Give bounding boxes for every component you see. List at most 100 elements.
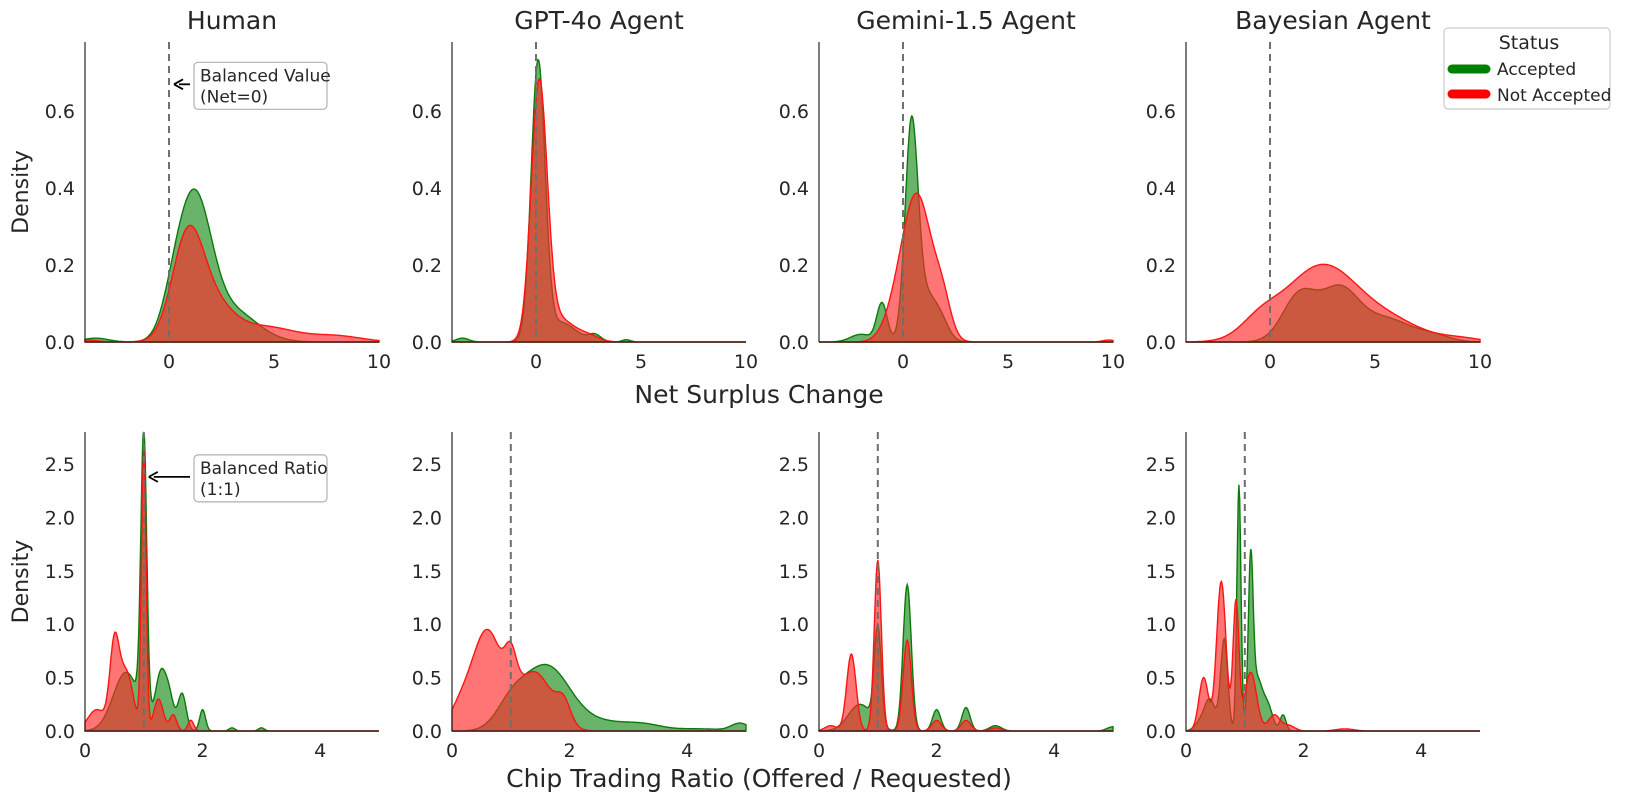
y-tick-label: 2.0 [779,507,809,529]
x-tick-label: 0 [897,351,909,373]
density-not-accepted-1 [452,77,746,343]
density-accepted-1 [451,58,746,343]
panel-6: 0.0 0.5 1.0 1.5 2.0 2.5 0 2 4 [779,432,1114,762]
x-tick-label: 10 [734,351,758,373]
x-tick-label: 0 [79,740,91,762]
y-axis-title: Density [9,540,34,624]
annotation-line2: (1:1) [200,480,241,500]
x-tick-label: 2 [931,740,943,762]
annotation-box [193,61,328,110]
y-axis-title: Density [9,150,34,234]
x-tick-label: 4 [681,740,693,762]
annotation-line1: Balanced Value [200,66,331,86]
x-tick-label: 0 [1180,740,1192,762]
density-accepted-6 [818,582,1114,732]
x-tick-label: 2 [197,740,209,762]
y-tick-label: 1.0 [45,614,75,636]
density-not-accepted-0 [84,224,380,343]
y-tick-label: 0.4 [412,178,442,200]
density-not-accepted-5 [451,628,746,732]
y-tick-label: 1.0 [412,614,442,636]
annotation-box [193,454,328,503]
x-tick-label: 0 [446,740,458,762]
panel-4: 0.0 0.5 1.0 1.5 2.0 2.5 0 2 4 Density Balanced Rat… [9,431,379,762]
y-tick-label: 1.5 [1146,561,1176,583]
density-not-accepted-2 [819,192,1114,343]
y-tick-label: 2.5 [45,454,75,476]
x-tick-label: 0 [163,351,175,373]
x-tick-label: 10 [1101,351,1125,373]
y-tick-label: 1.5 [412,561,442,583]
panel-title: Human [187,6,277,35]
density-not-accepted-7 [1185,579,1480,732]
y-tick-label: 0.0 [45,332,75,354]
x-tick-label: 5 [268,351,280,373]
y-tick-label: 0.2 [45,255,75,277]
x-tick-label: 10 [367,351,391,373]
legend-frame [1443,27,1611,110]
panel-title: GPT-4o Agent [514,6,684,35]
y-tick-label: 1.5 [45,561,75,583]
y-tick-label: 0.4 [45,178,75,200]
panel-3: 0.0 0.2 0.4 0.6 0 5 10 Bayesian Agent [1146,6,1492,373]
panel-0: 0.0 0.2 0.4 0.6 0 5 10 Human Density Balanced Val… [9,6,391,373]
x-tick-label: 0 [813,740,825,762]
y-tick-label: 0.0 [779,721,809,743]
x-tick-label: 5 [635,351,647,373]
x-tick-label: 0 [1264,351,1276,373]
annotation-arrowhead [148,471,159,483]
y-tick-label: 0.6 [779,101,809,123]
annotation-line2: (Net=0) [200,87,268,107]
x-tick-label: 4 [1415,740,1427,762]
y-tick-label: 0.2 [1146,255,1176,277]
y-tick-label: 0.4 [1146,178,1176,200]
x-tick-label: 2 [564,740,576,762]
y-tick-label: 2.5 [1146,454,1176,476]
y-tick-label: 0.5 [412,668,442,690]
legend-title: Status [1499,32,1560,54]
y-tick-label: 1.0 [1146,614,1176,636]
x-tick-label: 4 [314,740,326,762]
panel-title: Bayesian Agent [1235,6,1431,35]
row2-xlabel: Chip Trading Ratio (Offered / Requested) [506,764,1012,793]
panel-2: 0.0 0.2 0.4 0.6 0 5 10 Gemini-1.5 Agent [779,6,1125,373]
legend-label-accepted: Accepted [1497,60,1576,80]
y-tick-label: 1.5 [779,561,809,583]
y-tick-label: 0.4 [779,178,809,200]
y-tick-label: 0.0 [1146,721,1176,743]
y-tick-label: 0.2 [412,255,442,277]
row1-xlabel: Net Surplus Change [634,380,883,409]
x-tick-label: 4 [1048,740,1060,762]
panel-title: Gemini-1.5 Agent [856,6,1076,35]
y-tick-label: 2.5 [412,454,442,476]
x-tick-label: 0 [530,351,542,373]
y-tick-label: 0.6 [45,101,75,123]
y-tick-label: 0.5 [45,668,75,690]
x-tick-label: 2 [1298,740,1310,762]
y-tick-label: 0.2 [779,255,809,277]
x-tick-label: 10 [1468,351,1492,373]
annotation-arrowhead [173,78,184,91]
density-not-accepted-3 [1185,263,1481,343]
legend-label-not-accepted: Not Accepted [1497,86,1611,106]
annotation-line1: Balanced Ratio [200,459,328,479]
x-tick-label: 5 [1002,351,1014,373]
y-tick-label: 2.0 [412,507,442,529]
y-tick-label: 0.6 [412,101,442,123]
y-tick-label: 0.5 [1146,668,1176,690]
panel-7: 0.0 0.5 1.0 1.5 2.0 2.5 0 2 4 [1146,432,1480,762]
y-tick-label: 0.5 [779,668,809,690]
y-tick-label: 0.0 [1146,332,1176,354]
density-accepted-2 [819,115,1113,343]
y-tick-label: 0.0 [412,721,442,743]
y-tick-label: 2.0 [1146,507,1176,529]
y-tick-label: 0.0 [45,721,75,743]
y-tick-label: 2.0 [45,507,75,529]
x-tick-label: 5 [1369,351,1381,373]
y-tick-label: 1.0 [779,614,809,636]
y-tick-label: 0.0 [779,332,809,354]
legend: Status Accepted Not Accepted [1443,27,1611,110]
panel-1: 0.0 0.2 0.4 0.6 0 5 10 GPT-4o Agent [412,6,758,373]
y-tick-label: 2.5 [779,454,809,476]
